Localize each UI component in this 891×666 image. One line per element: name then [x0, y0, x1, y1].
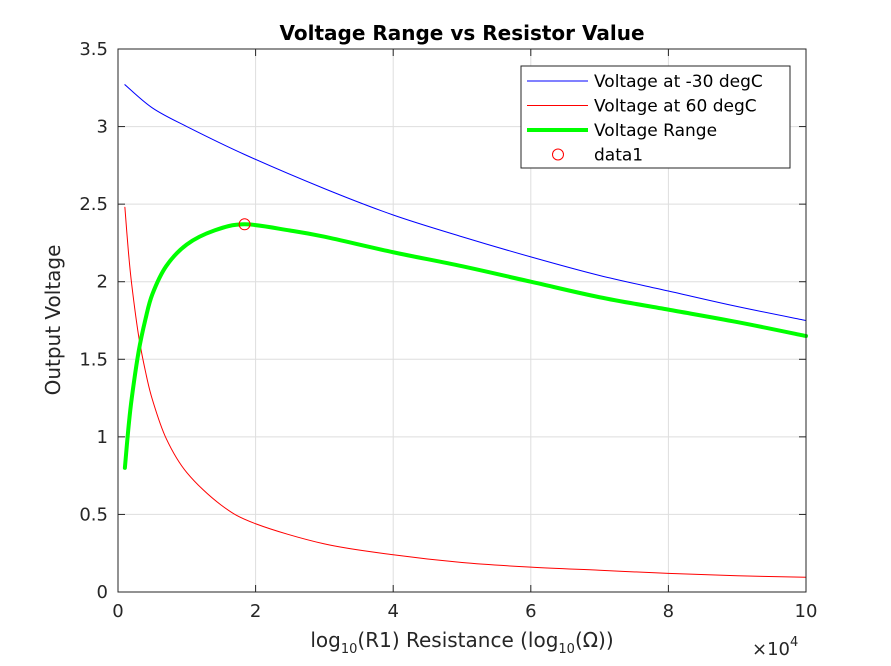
- x-tick-label: 4: [387, 601, 398, 622]
- legend-item-data1: data1: [552, 146, 643, 166]
- x-axis-multiplier-exponent: 4: [790, 635, 798, 650]
- tick-marks: [117, 48, 807, 593]
- x-axis-title-suffix: (Ω)): [575, 628, 614, 652]
- series-line-voltage-at-30-degc: [124, 84, 807, 321]
- series-line-voltage-at-60-degc: [124, 206, 807, 578]
- y-tick-label: 0: [97, 582, 108, 603]
- y-tick-label: 1.5: [79, 349, 108, 370]
- x-axis-title-mid: (R1) Resistance (log: [357, 628, 558, 652]
- chart-title: Voltage Range vs Resistor Value: [279, 21, 644, 45]
- legend: Voltage at -30 degC Voltage at 60 degC Vol…: [520, 65, 791, 169]
- y-tick-label: 2.5: [79, 194, 108, 215]
- y-axis-title: Output Voltage: [41, 245, 65, 396]
- x-axis-title: log10(R1) Resistance (log10(Ω)): [310, 628, 613, 657]
- legend-label: Voltage at -30 degC: [594, 72, 763, 92]
- legend-label: Voltage Range: [594, 121, 717, 141]
- x-tick-label: 2: [250, 601, 261, 622]
- legend-swatch: [552, 148, 564, 161]
- series-layer: [122, 84, 808, 578]
- x-tick-label: 10: [795, 601, 818, 622]
- series-line-voltage-range: [122, 222, 808, 470]
- x-axis-title-prefix: log: [310, 628, 341, 652]
- x-tick-label: 6: [525, 601, 536, 622]
- x-axis-multiplier-base: ×10: [752, 639, 790, 660]
- axes-box: [117, 48, 807, 593]
- x-tick-label: 8: [663, 601, 674, 622]
- legend-item-voltage-at-30-degc: Voltage at -30 degC: [527, 72, 763, 92]
- y-tick-label: 0.5: [79, 504, 108, 525]
- y-tick-label: 2: [97, 272, 108, 293]
- x-tick-label: 0: [112, 601, 123, 622]
- data-point-data1: [238, 218, 251, 231]
- legend-box: [520, 65, 791, 169]
- legend-item-voltage-range: Voltage Range: [527, 121, 717, 141]
- tick-labels: 0 2 4 6 8 10 0 0.5 1 1.5 2 2.5 3 3.5: [79, 39, 817, 622]
- legend-item-voltage-at-60-degc: Voltage at 60 degC: [527, 97, 757, 117]
- x-axis-title-sub1: 10: [341, 642, 358, 657]
- x-axis-multiplier: ×104: [752, 635, 798, 660]
- x-axis-title-sub2: 10: [558, 642, 575, 657]
- y-tick-label: 1: [97, 427, 108, 448]
- legend-label: Voltage at 60 degC: [594, 97, 757, 117]
- y-tick-label: 3.5: [79, 39, 108, 60]
- legend-label: data1: [594, 146, 643, 166]
- y-tick-label: 3: [97, 117, 108, 138]
